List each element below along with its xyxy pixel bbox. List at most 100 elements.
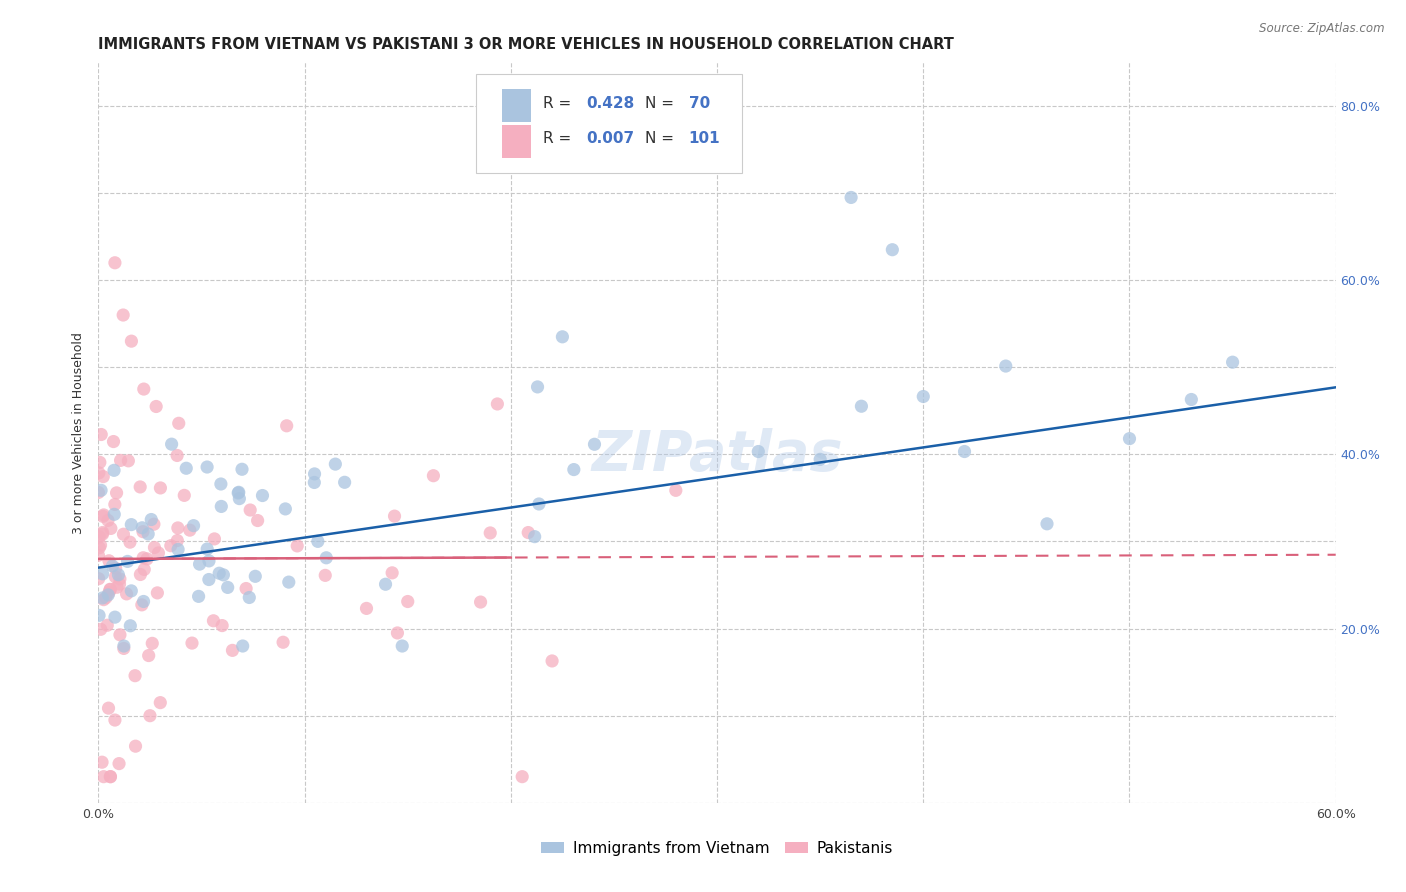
Point <box>245 569 267 583</box>
Point <box>87 485 110 500</box>
Point <box>166 449 188 463</box>
Point <box>994 359 1017 373</box>
Point <box>108 628 131 642</box>
Point <box>143 541 166 555</box>
Point <box>851 399 873 413</box>
Point <box>486 397 509 411</box>
FancyBboxPatch shape <box>502 125 531 158</box>
Point <box>97 585 120 599</box>
Point <box>118 535 141 549</box>
Point <box>391 639 413 653</box>
Point <box>209 500 232 514</box>
Point <box>314 568 336 582</box>
Point <box>665 483 688 498</box>
Point <box>136 552 159 566</box>
Point <box>315 550 337 565</box>
Point <box>131 598 153 612</box>
Point <box>212 567 235 582</box>
Point <box>202 532 225 546</box>
Point <box>141 512 163 526</box>
Point <box>238 591 260 605</box>
Point <box>526 380 548 394</box>
Point <box>181 636 204 650</box>
Point <box>117 554 139 568</box>
Point <box>160 437 183 451</box>
Point <box>100 521 122 535</box>
Point <box>167 417 190 431</box>
Point <box>839 190 862 204</box>
Point <box>104 610 127 624</box>
Point <box>104 713 127 727</box>
Point <box>104 256 127 270</box>
Point <box>110 453 132 467</box>
Point <box>112 641 135 656</box>
Point <box>112 308 135 322</box>
FancyBboxPatch shape <box>502 89 531 122</box>
Point <box>134 562 156 576</box>
Point <box>87 608 110 623</box>
Point <box>117 454 139 468</box>
Point <box>112 639 135 653</box>
Point <box>333 475 356 490</box>
Point <box>132 382 155 396</box>
Text: Source: ZipAtlas.com: Source: ZipAtlas.com <box>1260 22 1385 36</box>
Point <box>384 509 406 524</box>
Point <box>138 648 160 663</box>
Point <box>232 639 254 653</box>
Point <box>274 502 297 516</box>
Point <box>356 601 378 615</box>
Point <box>912 390 935 404</box>
Point <box>103 434 125 449</box>
Legend: Immigrants from Vietnam, Pakistanis: Immigrants from Vietnam, Pakistanis <box>534 835 900 862</box>
Point <box>97 513 120 527</box>
FancyBboxPatch shape <box>475 73 742 173</box>
Point <box>246 514 269 528</box>
Point <box>221 643 243 657</box>
Point <box>277 575 299 590</box>
Point <box>124 739 146 754</box>
Point <box>98 582 121 597</box>
Point <box>89 530 111 544</box>
Point <box>93 592 115 607</box>
Point <box>108 572 131 586</box>
Point <box>120 583 142 598</box>
Point <box>217 581 239 595</box>
Point <box>470 595 492 609</box>
Point <box>285 539 308 553</box>
Point <box>105 486 128 500</box>
Point <box>149 481 172 495</box>
Point <box>173 488 195 502</box>
Point <box>132 550 155 565</box>
Point <box>129 567 152 582</box>
Text: 101: 101 <box>689 131 720 146</box>
Point <box>104 561 127 575</box>
Point <box>527 497 550 511</box>
Point <box>510 770 533 784</box>
Point <box>198 554 221 568</box>
Y-axis label: 3 or more Vehicles in Household: 3 or more Vehicles in Household <box>72 332 86 533</box>
Point <box>105 580 128 594</box>
Text: ZIPatlas: ZIPatlas <box>592 428 842 482</box>
Point <box>93 770 115 784</box>
Point <box>93 508 115 522</box>
Point <box>90 623 112 637</box>
Point <box>107 567 129 582</box>
Point <box>115 587 138 601</box>
Point <box>1180 392 1202 407</box>
Point <box>304 467 326 481</box>
Point <box>136 527 159 541</box>
Point <box>131 521 153 535</box>
Point <box>1118 432 1140 446</box>
Point <box>91 566 114 581</box>
Point <box>551 330 574 344</box>
Point <box>98 554 121 568</box>
Point <box>90 483 112 498</box>
Point <box>953 444 976 458</box>
Point <box>202 614 225 628</box>
Point <box>104 498 127 512</box>
Point <box>208 566 231 581</box>
Point <box>91 525 114 540</box>
Point <box>90 427 112 442</box>
Point <box>98 582 121 597</box>
Text: 70: 70 <box>689 95 710 111</box>
